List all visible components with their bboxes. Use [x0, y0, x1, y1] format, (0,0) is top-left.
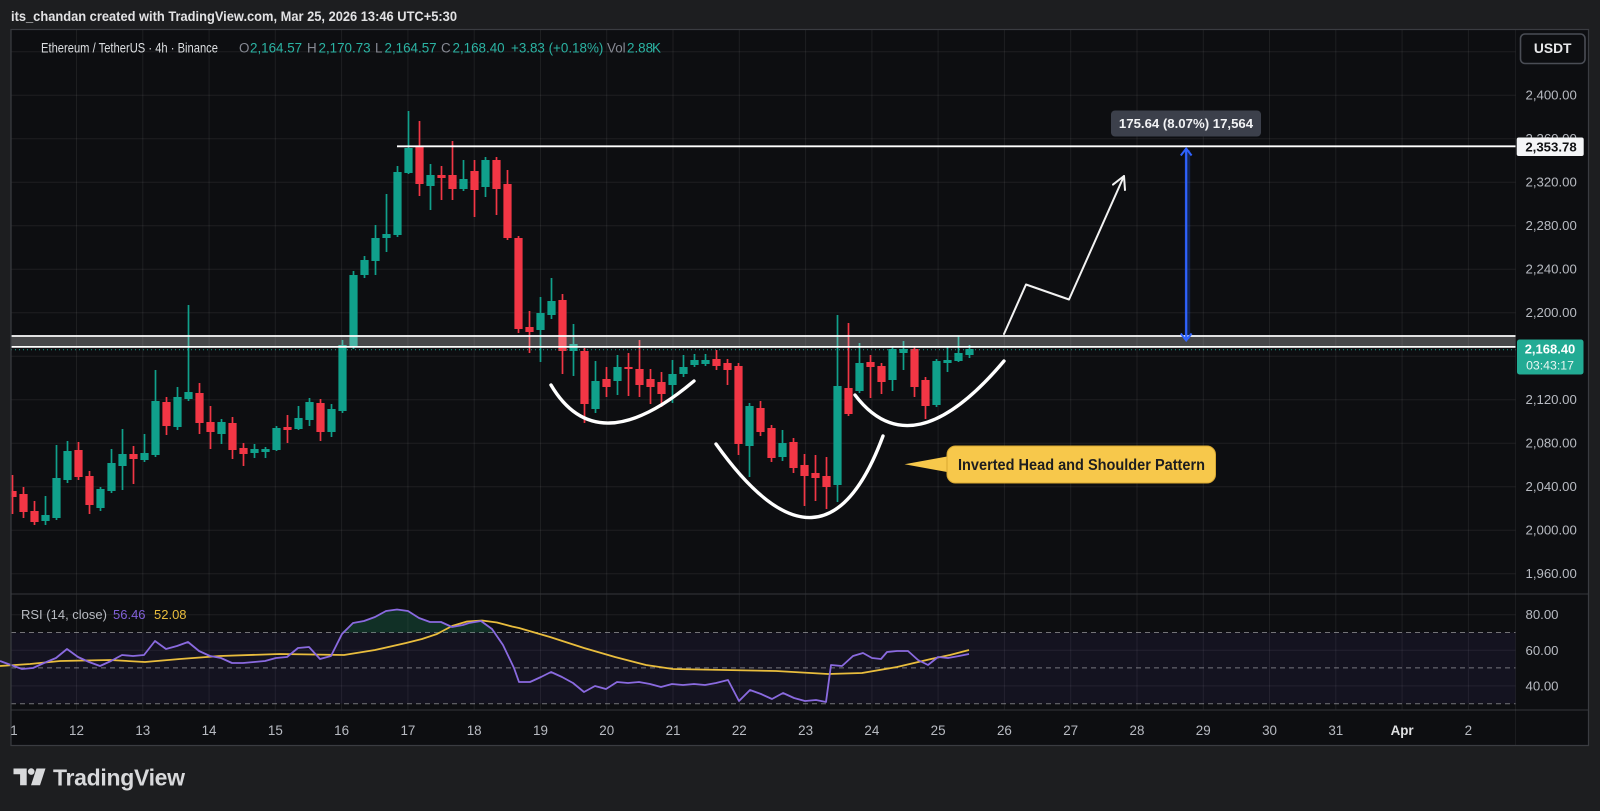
svg-text:2,000.00: 2,000.00: [1526, 523, 1577, 538]
svg-text:1,960.00: 1,960.00: [1526, 566, 1577, 581]
svg-text:USDT: USDT: [1534, 41, 1572, 56]
svg-text:2,164.57: 2,164.57: [250, 40, 302, 55]
svg-text:12: 12: [69, 723, 84, 738]
svg-text:03:43:17: 03:43:17: [1526, 358, 1574, 372]
svg-text:Ethereum / TetherUS · 4h · Bin: Ethereum / TetherUS · 4h · Binance: [41, 40, 218, 55]
svg-text:2: 2: [1465, 723, 1472, 738]
svg-text:TradingView: TradingView: [53, 765, 185, 791]
svg-text:17: 17: [400, 723, 415, 738]
svg-text:60.00: 60.00: [1526, 643, 1559, 658]
svg-text:its_chandan created with Tradi: its_chandan created with TradingView.com…: [11, 8, 457, 24]
svg-text:1: 1: [10, 723, 17, 738]
svg-text:2,353.78: 2,353.78: [1525, 140, 1576, 155]
svg-text:2,400.00: 2,400.00: [1526, 88, 1577, 103]
svg-text:2,240.00: 2,240.00: [1526, 262, 1577, 277]
svg-text:RSI (14, close): RSI (14, close): [21, 607, 107, 622]
svg-text:23: 23: [798, 723, 813, 738]
svg-text:C: C: [441, 40, 451, 55]
svg-text:Vol: Vol: [607, 40, 626, 55]
svg-text:19: 19: [533, 723, 548, 738]
svg-text:2,164.57: 2,164.57: [385, 40, 437, 55]
svg-text:H: H: [307, 40, 317, 55]
svg-text:28: 28: [1130, 723, 1145, 738]
svg-text:21: 21: [666, 723, 681, 738]
svg-text:15: 15: [268, 723, 283, 738]
svg-text:L: L: [375, 40, 382, 55]
svg-text:14: 14: [202, 723, 217, 738]
svg-text:26: 26: [997, 723, 1012, 738]
svg-text:2,080.00: 2,080.00: [1526, 436, 1577, 451]
svg-text:25: 25: [931, 723, 946, 738]
svg-text:2,040.00: 2,040.00: [1526, 479, 1577, 494]
svg-text:Apr: Apr: [1391, 723, 1415, 738]
svg-text:2,320.00: 2,320.00: [1526, 175, 1577, 190]
svg-text:22: 22: [732, 723, 747, 738]
svg-text:2,168.40: 2,168.40: [1525, 341, 1576, 356]
svg-text:2,120.00: 2,120.00: [1526, 392, 1577, 407]
svg-text:2,168.40: 2,168.40: [453, 40, 505, 55]
svg-text:31: 31: [1328, 723, 1343, 738]
svg-text:80.00: 80.00: [1526, 607, 1559, 622]
svg-text:175.64 (8.07%) 17,564: 175.64 (8.07%) 17,564: [1119, 116, 1254, 131]
svg-text:16: 16: [334, 723, 349, 738]
svg-text:2,170.73: 2,170.73: [319, 40, 371, 55]
svg-text:2,280.00: 2,280.00: [1526, 218, 1577, 233]
svg-text:Inverted Head and Shoulder Pat: Inverted Head and Shoulder Pattern: [958, 457, 1205, 474]
svg-text:29: 29: [1196, 723, 1211, 738]
svg-text:52.08: 52.08: [154, 607, 187, 622]
svg-text:27: 27: [1063, 723, 1078, 738]
svg-text:2,200.00: 2,200.00: [1526, 305, 1577, 320]
svg-text:18: 18: [467, 723, 482, 738]
svg-text:13: 13: [135, 723, 150, 738]
svg-text:K: K: [652, 40, 661, 55]
svg-text:O: O: [239, 40, 249, 55]
svg-text:56.46: 56.46: [113, 607, 146, 622]
svg-text:40.00: 40.00: [1526, 678, 1559, 693]
svg-text:30: 30: [1262, 723, 1277, 738]
svg-text:24: 24: [864, 723, 879, 738]
svg-text:20: 20: [599, 723, 614, 738]
svg-text:+3.83 (+0.18%): +3.83 (+0.18%): [511, 40, 603, 55]
svg-text:2.88: 2.88: [627, 40, 653, 55]
